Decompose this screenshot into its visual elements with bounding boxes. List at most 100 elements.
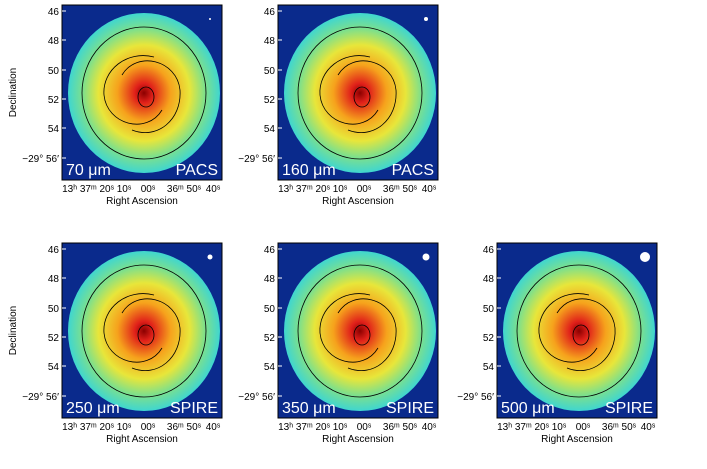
x-tick-label: 10ˢ xyxy=(333,184,348,195)
y-axis-title: Declination xyxy=(8,68,19,117)
panel: 70 μm PACS 46 48 50 52 54 −29° 56′ 13ʰ 37ᵐ 20ˢ 10… xyxy=(8,4,223,207)
panel: 350 μm SPIRE 46 48 50 52 54 −29° 56′ 13ʰ 37ᵐ 20ˢ… xyxy=(238,242,439,445)
contour xyxy=(121,298,181,371)
x-axis-title: Right Ascension xyxy=(322,196,394,207)
x-tick-label: 13ʰ 37ᵐ 20ˢ xyxy=(278,184,330,195)
galaxy-disk xyxy=(284,251,436,411)
x-axis-title: Right Ascension xyxy=(541,434,613,445)
x-tick-label: 36ᵐ 50ˢ xyxy=(167,184,202,195)
y-tick-label: −29° 56′ xyxy=(238,154,275,165)
y-tick-label: −29° 56′ xyxy=(457,392,494,403)
x-tick-label: 36ᵐ 50ˢ xyxy=(167,422,202,433)
x-tick-label: 10ˢ xyxy=(117,422,132,433)
x-tick-label: 10ˢ xyxy=(552,422,567,433)
galaxy-disk xyxy=(68,13,220,173)
frame xyxy=(496,242,658,419)
y-tick-label: 52 xyxy=(48,95,60,106)
contour xyxy=(572,324,590,346)
galaxy-disk xyxy=(503,251,655,411)
panel: 250 μm SPIRE 46 48 50 52 54 −29° 56′ 13ʰ 37ᵐ 20ˢ… xyxy=(8,242,223,445)
frame xyxy=(277,4,439,181)
instrument-label: SPIRE xyxy=(605,400,653,417)
x-tick-label: 13ʰ 37ᵐ 20ˢ xyxy=(497,422,549,433)
band-label: 250 μm xyxy=(66,400,120,417)
frame xyxy=(61,4,223,181)
contour xyxy=(516,264,642,398)
y-tick-label: 50 xyxy=(48,304,60,315)
frame xyxy=(277,242,439,419)
panel: 160 μm PACS 46 48 50 52 54 −29° 56′ 13ʰ 37ᵐ 20ˢ 1… xyxy=(238,4,439,207)
beam xyxy=(207,254,213,260)
contour xyxy=(121,60,181,133)
x-axis-title: Right Ascension xyxy=(322,434,394,445)
frame xyxy=(61,242,223,419)
x-tick-label: 40ˢ xyxy=(206,184,221,195)
y-tick-label: 48 xyxy=(48,274,60,285)
contour xyxy=(319,55,379,125)
x-axis-title: Right Ascension xyxy=(106,196,178,207)
contour xyxy=(137,324,155,346)
y-axis-title: Declination xyxy=(8,306,19,355)
beam xyxy=(424,17,428,21)
x-tick-label: 36ᵐ 50ˢ xyxy=(383,184,418,195)
contour xyxy=(353,324,371,346)
y-tick-label: 46 xyxy=(48,245,60,256)
contour xyxy=(103,55,163,125)
x-tick-label: 00ˢ xyxy=(357,184,372,195)
galaxy-disk xyxy=(284,13,436,173)
y-tick-label: 46 xyxy=(264,245,276,256)
y-tick-label: 50 xyxy=(48,66,60,77)
x-tick-label: 40ˢ xyxy=(641,422,656,433)
contour xyxy=(297,26,423,160)
y-tick-label: 46 xyxy=(264,7,276,18)
contour xyxy=(538,293,598,363)
x-tick-label: 00ˢ xyxy=(576,422,591,433)
x-tick-label: 36ᵐ 50ˢ xyxy=(383,422,418,433)
x-tick-label: 40ˢ xyxy=(422,422,437,433)
y-tick-label: 54 xyxy=(264,362,276,373)
contour xyxy=(103,293,163,363)
x-tick-label: 40ˢ xyxy=(206,422,221,433)
x-tick-label: 00ˢ xyxy=(141,184,156,195)
band-label: 70 μm xyxy=(66,162,111,179)
contour xyxy=(353,86,371,108)
x-tick-label: 13ʰ 37ᵐ 20ˢ xyxy=(278,422,330,433)
y-tick-label: −29° 56′ xyxy=(22,154,59,165)
instrument-label: PACS xyxy=(176,162,218,179)
contour xyxy=(137,86,155,108)
y-tick-label: 54 xyxy=(264,124,276,135)
contour xyxy=(337,60,397,133)
x-tick-label: 13ʰ 37ᵐ 20ˢ xyxy=(62,184,114,195)
instrument-label: SPIRE xyxy=(170,400,218,417)
instrument-label: SPIRE xyxy=(386,400,434,417)
panel: 500 μm SPIRE 46 48 50 52 54 −29° 56′ 13ʰ 37ᵐ 20ˢ… xyxy=(457,242,658,445)
contour xyxy=(81,26,207,160)
y-tick-label: 48 xyxy=(264,274,276,285)
x-tick-label: 00ˢ xyxy=(357,422,372,433)
x-tick-label: 10ˢ xyxy=(333,422,348,433)
x-tick-label: 36ᵐ 50ˢ xyxy=(602,422,637,433)
x-axis-title: Right Ascension xyxy=(106,434,178,445)
y-tick-label: 48 xyxy=(48,36,60,47)
y-tick-label: 54 xyxy=(48,124,60,135)
contour xyxy=(337,298,397,371)
y-tick-label: 52 xyxy=(48,333,60,344)
x-tick-label: 10ˢ xyxy=(117,184,132,195)
beam xyxy=(640,252,650,262)
beam xyxy=(422,253,430,261)
y-tick-label: 46 xyxy=(483,245,495,256)
y-tick-label: −29° 56′ xyxy=(22,392,59,403)
y-tick-label: 52 xyxy=(264,333,276,344)
y-tick-label: 46 xyxy=(48,7,60,18)
band-label: 350 μm xyxy=(282,400,336,417)
y-tick-label: 50 xyxy=(264,66,276,77)
y-tick-label: −29° 56′ xyxy=(238,392,275,403)
band-label: 160 μm xyxy=(282,162,336,179)
y-tick-label: 50 xyxy=(264,304,276,315)
x-tick-label: 00ˢ xyxy=(141,422,156,433)
galaxy-disk xyxy=(68,251,220,411)
instrument-label: PACS xyxy=(392,162,434,179)
contour xyxy=(81,264,207,398)
y-tick-label: 50 xyxy=(483,304,495,315)
y-tick-label: 48 xyxy=(483,274,495,285)
